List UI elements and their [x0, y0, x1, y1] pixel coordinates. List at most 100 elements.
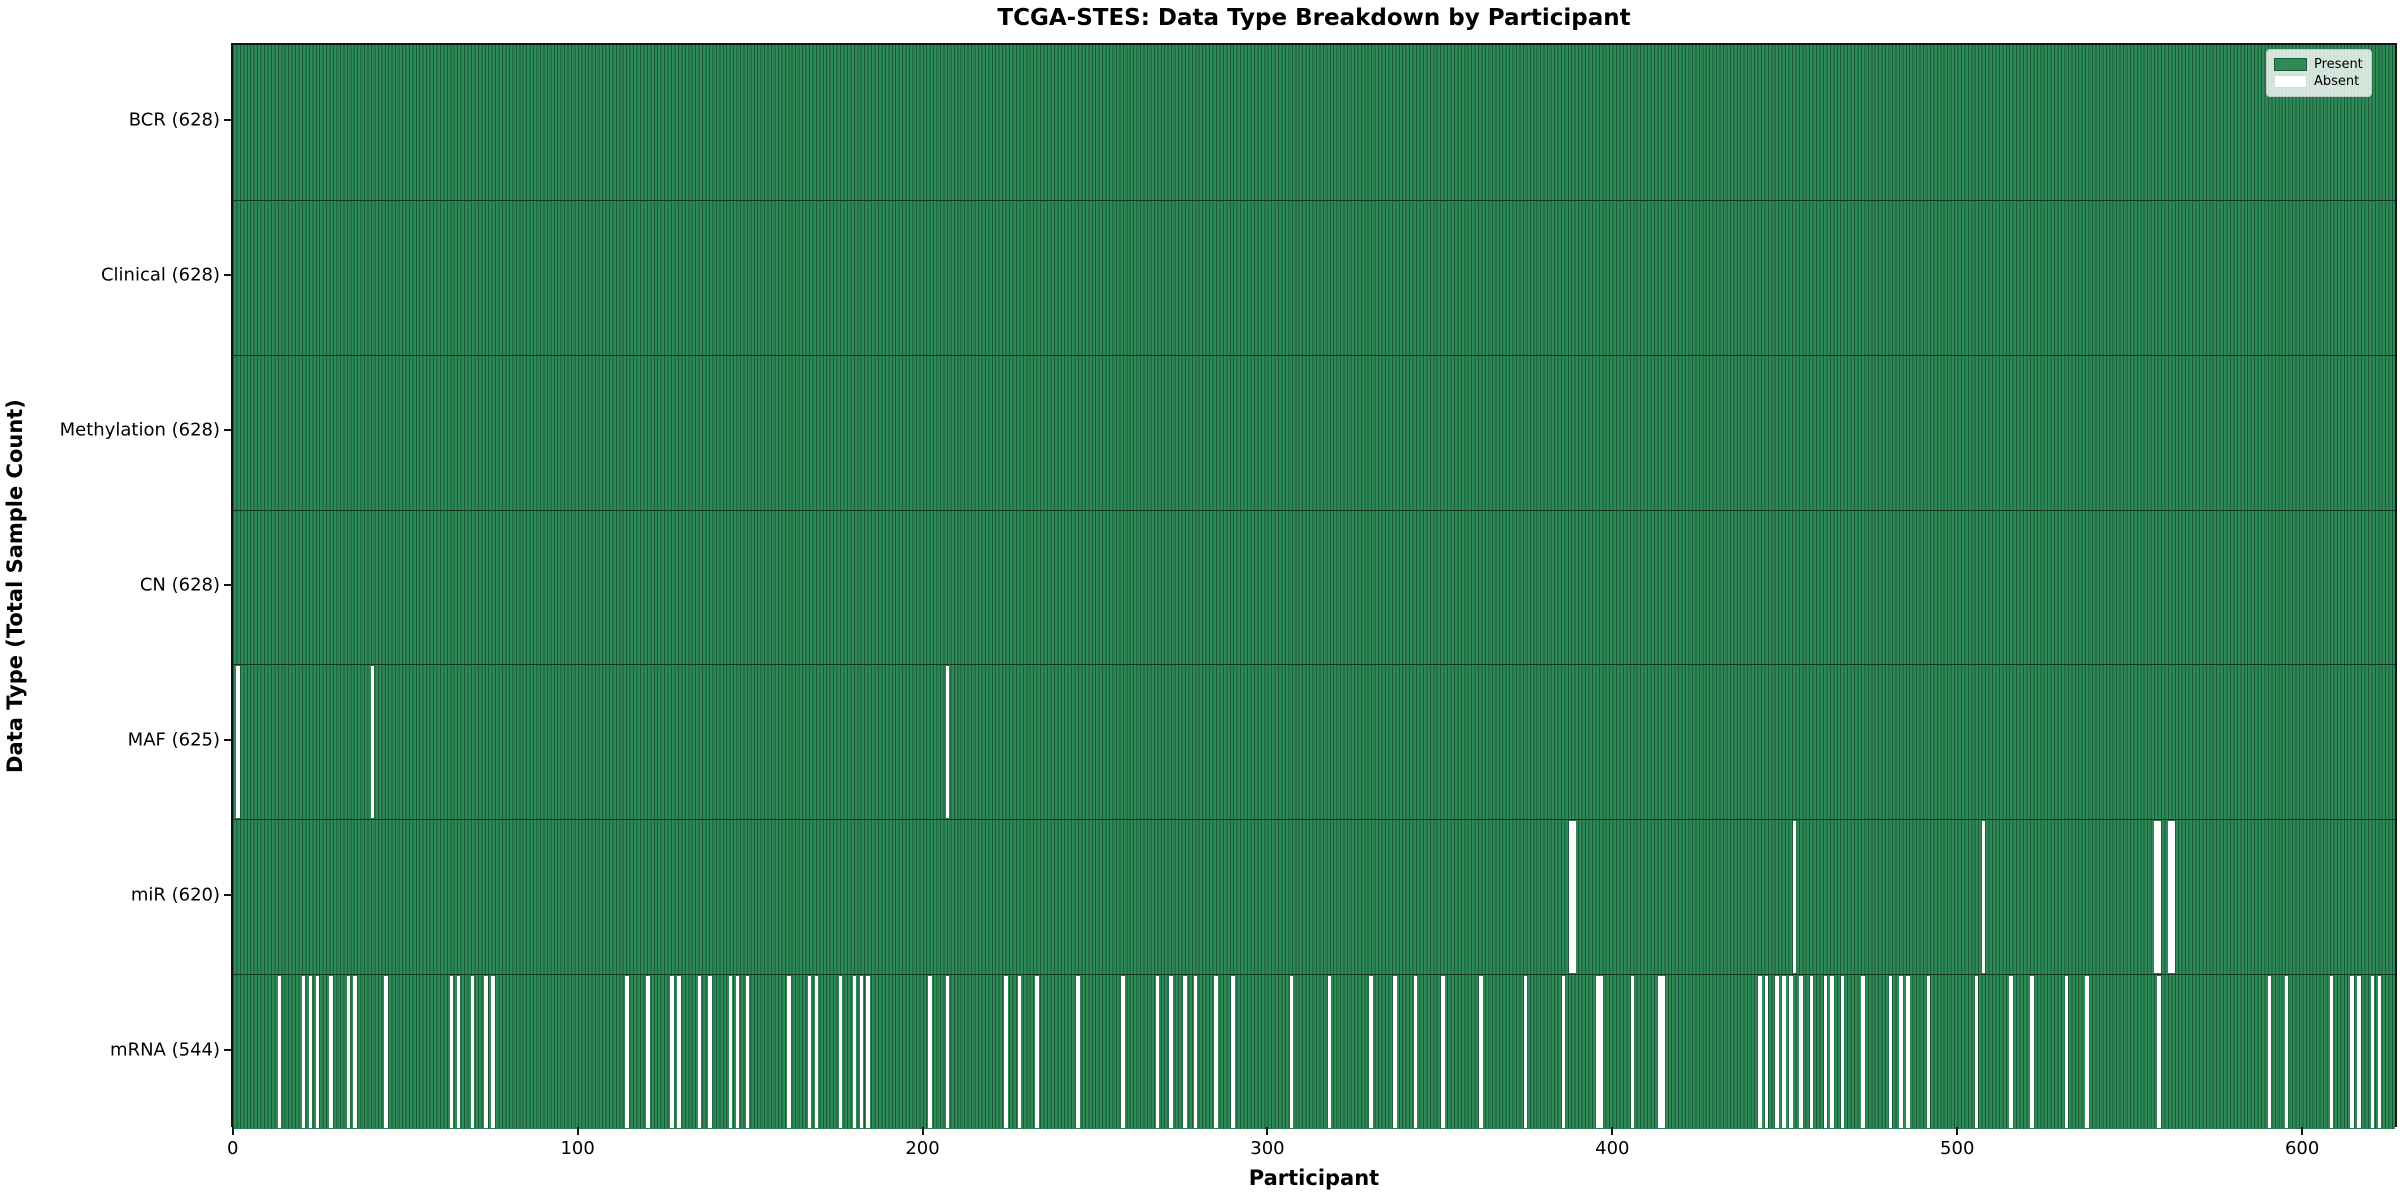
absent-gap [1782, 976, 1786, 1128]
absent-gap [301, 976, 306, 1128]
absent-gap [1572, 821, 1576, 974]
absent-gap [1658, 976, 1662, 1128]
legend-present-label: Present [2314, 57, 2363, 72]
absent-gap [2157, 976, 2161, 1128]
legend-absent-swatch-icon [2274, 75, 2307, 88]
absent-gap [866, 976, 870, 1128]
absent-gap [2370, 976, 2375, 1128]
absent-gap [1035, 976, 1039, 1128]
absent-gap [814, 976, 819, 1128]
absent-gap [1231, 976, 1235, 1128]
absent-gap [1906, 976, 1910, 1128]
y-tick-mark [224, 274, 231, 277]
y-tick-label-methylation: Methylation (628) [59, 419, 220, 441]
row-band-methylation [233, 354, 2395, 510]
y-tick-label-maf: MAF (625) [127, 729, 220, 751]
absent-gap [1193, 976, 1197, 1128]
absent-gap [1789, 976, 1793, 1128]
absent-gap [1596, 976, 1600, 1128]
absent-gap [329, 976, 333, 1128]
x-tick-label-0: 0 [226, 1138, 239, 1159]
x-tick-mark [576, 1127, 579, 1135]
x-tick-label-400: 400 [1595, 1138, 1630, 1159]
legend-absent-label: Absent [2314, 74, 2360, 89]
absent-gap [1888, 976, 1893, 1128]
absent-gap [2030, 976, 2034, 1128]
absent-gap [449, 976, 454, 1128]
absent-gap [787, 976, 791, 1128]
absent-gap [945, 666, 950, 819]
absent-gap [1764, 976, 1769, 1128]
absent-gap [1792, 821, 1796, 974]
absent-gap [2167, 821, 2172, 974]
absent-gap [625, 976, 629, 1128]
absent-gap [1289, 976, 1294, 1128]
absent-gap [2284, 976, 2289, 1128]
absent-gap [2009, 976, 2013, 1128]
absent-gap [728, 976, 733, 1128]
x-axis-label: Participant [1248, 1166, 1380, 1190]
absent-gap [1479, 976, 1483, 1128]
absent-gap [1974, 976, 1979, 1128]
absent-gap [1899, 976, 1903, 1128]
legend-present-swatch-icon [2274, 58, 2307, 71]
absent-gap [1568, 821, 1573, 974]
absent-gap [2085, 976, 2089, 1128]
absent-gap [1121, 976, 1125, 1128]
x-tick-mark [1956, 1127, 1959, 1135]
y-tick-mark [224, 584, 231, 586]
row-band-mrna [233, 974, 2395, 1129]
absent-gap [1441, 976, 1445, 1128]
absent-gap [491, 976, 495, 1128]
absent-gap [2064, 976, 2068, 1128]
x-tick-mark [921, 1127, 924, 1135]
y-tick-mark [224, 429, 231, 432]
absent-gap [484, 976, 488, 1128]
absent-gap [1524, 976, 1528, 1128]
absent-gap [1823, 976, 1827, 1128]
absent-gap [1214, 976, 1218, 1128]
absent-gap [1327, 976, 1332, 1128]
x-tick-label-300: 300 [1250, 1138, 1285, 1159]
x-tick-mark [1611, 1127, 1614, 1135]
absent-gap [1630, 976, 1635, 1128]
y-tick-label-bcr: BCR (628) [128, 109, 220, 131]
absent-gap [2350, 976, 2354, 1128]
y-tick-label-mrna: mRNA (544) [110, 1039, 220, 1061]
absent-gap [735, 976, 740, 1128]
absent-gap [1393, 976, 1397, 1128]
absent-gap [2157, 821, 2161, 974]
y-tick-label-cn: CN (628) [139, 574, 220, 596]
absent-gap [2267, 976, 2272, 1128]
absent-gap [708, 976, 712, 1128]
x-tick-mark [2301, 1127, 2304, 1135]
absent-gap [1076, 976, 1080, 1128]
absent-gap [1758, 976, 1762, 1128]
plot-area [231, 43, 2397, 1129]
absent-gap [456, 976, 461, 1128]
absent-gap [852, 976, 857, 1128]
x-tick-mark [231, 1127, 234, 1135]
row-band-cn [233, 509, 2395, 665]
absent-gap [745, 976, 750, 1128]
absent-gap [677, 976, 681, 1128]
absent-gap [370, 666, 375, 819]
row-band-mir [233, 819, 2395, 975]
y-tick-mark [224, 893, 231, 896]
row-band-bcr [233, 45, 2395, 200]
row-band-clinical [233, 199, 2395, 355]
y-tick-mark [224, 1048, 231, 1051]
x-tick-mark [1266, 1127, 1269, 1135]
chart-title: TCGA-STES: Data Type Breakdown by Partic… [997, 5, 1631, 31]
absent-gap [346, 976, 351, 1128]
y-tick-mark [224, 119, 231, 122]
absent-gap [1861, 976, 1865, 1128]
y-tick-label-clinical: Clinical (628) [100, 264, 220, 286]
absent-gap [1169, 976, 1173, 1128]
absent-gap [697, 976, 702, 1128]
absent-gap [1183, 976, 1187, 1128]
absent-gap [859, 976, 863, 1128]
absent-gap [315, 976, 320, 1128]
absent-gap [838, 976, 843, 1128]
row-band-maf [233, 664, 2395, 820]
